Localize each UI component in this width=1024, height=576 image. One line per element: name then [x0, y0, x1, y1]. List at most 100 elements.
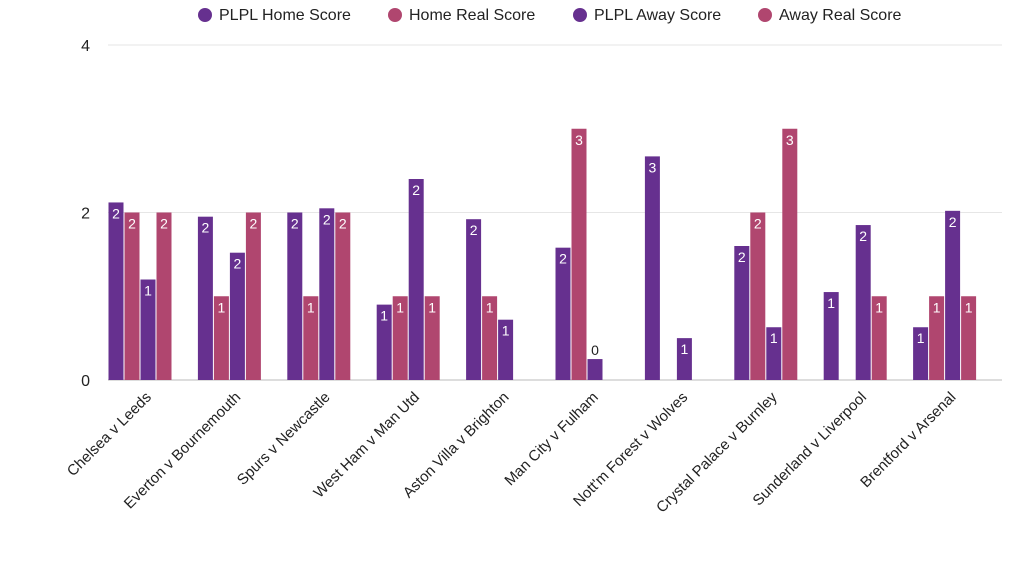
bar-value-label: 3	[575, 132, 583, 148]
bar-value-label: 1	[307, 299, 315, 315]
bar[interactable]	[587, 359, 603, 380]
legend-label: PLPL Home Score	[219, 7, 351, 24]
legend-item[interactable]: PLPL Home Score	[198, 7, 351, 24]
x-tick-label: Brentford v Arsenal	[857, 389, 959, 491]
bar-group: 1 2 1	[823, 225, 887, 380]
bar[interactable]	[108, 202, 124, 380]
bar-value-label: 1	[380, 308, 388, 324]
y-tick-label: 0	[81, 373, 90, 390]
bar[interactable]	[140, 279, 156, 381]
legend-item[interactable]: Away Real Score	[758, 7, 902, 24]
legend-label: Away Real Score	[779, 7, 902, 24]
bar[interactable]	[197, 216, 213, 380]
bar-value-label: 1	[827, 295, 835, 311]
bar-value-label: 1	[933, 299, 941, 315]
bar[interactable]	[303, 296, 319, 380]
bar-value-label: 1	[144, 283, 152, 299]
bar-value-label: 1	[965, 299, 973, 315]
legend-item[interactable]: PLPL Away Score	[573, 7, 721, 24]
bar-group: 2 1 2 2	[197, 212, 261, 381]
bar[interactable]	[555, 247, 571, 380]
bar-value-label: 3	[649, 159, 657, 175]
bar-value-label: 1	[428, 299, 436, 315]
bar[interactable]	[287, 212, 303, 381]
bar[interactable]	[408, 179, 424, 380]
bar[interactable]	[319, 208, 335, 380]
bar-value-label: 1	[396, 299, 404, 315]
bar[interactable]	[213, 296, 229, 380]
bar[interactable]	[644, 156, 660, 380]
bar-group: 31	[644, 156, 692, 380]
bar[interactable]	[929, 296, 945, 380]
bar-group: 2 2 1 3	[734, 128, 798, 381]
bar[interactable]	[766, 327, 782, 380]
bar-group: 2 3 0	[555, 128, 603, 380]
bar[interactable]	[871, 296, 887, 380]
y-tick-label: 4	[81, 38, 90, 55]
bar[interactable]	[945, 210, 961, 380]
bar-value-label: 2	[234, 256, 242, 272]
bar[interactable]	[466, 219, 482, 380]
bar-value-label: 2	[250, 216, 258, 232]
bar[interactable]	[335, 212, 351, 381]
legend: PLPL Home Score Home Real Score PLPL Away …	[198, 7, 902, 24]
bar-value-label: 1	[770, 330, 778, 346]
bar[interactable]	[424, 296, 440, 380]
legend-item[interactable]: Home Real Score	[388, 7, 535, 24]
bar-value-label: 1	[486, 299, 494, 315]
bar[interactable]	[734, 246, 750, 380]
y-axis: 0 2 4	[81, 38, 90, 390]
bar[interactable]	[245, 212, 261, 381]
bar[interactable]	[124, 212, 140, 381]
bar-value-label: 2	[559, 251, 567, 267]
x-tick-label: Spurs v Newcastle	[234, 389, 334, 489]
bar[interactable]	[782, 128, 798, 380]
bar-value-label: 2	[738, 249, 746, 265]
bar[interactable]	[823, 292, 839, 380]
bar-value-label: 2	[160, 216, 168, 232]
bar-value-label: 1	[218, 299, 226, 315]
legend-swatch	[388, 8, 402, 22]
bar-value-label: 2	[323, 211, 331, 227]
legend-label: PLPL Away Score	[594, 7, 721, 24]
x-tick-label: Man City v Fulham	[501, 389, 601, 489]
legend-swatch	[198, 8, 212, 22]
bar[interactable]	[482, 296, 498, 380]
bar-value-label: 2	[949, 214, 957, 230]
bar[interactable]	[855, 225, 871, 380]
bar[interactable]	[750, 212, 766, 381]
y-tick-label: 2	[81, 206, 90, 223]
bar[interactable]	[498, 319, 514, 380]
bar-value-label: 1	[875, 299, 883, 315]
bar[interactable]	[376, 304, 392, 380]
bar-value-label: 2	[112, 205, 120, 221]
legend-label: Home Real Score	[409, 7, 535, 24]
bar[interactable]	[571, 128, 587, 380]
legend-swatch	[758, 8, 772, 22]
bar-value-label: 2	[202, 220, 210, 236]
legend-swatch	[573, 8, 587, 22]
bar-value-label: 2	[339, 216, 347, 232]
bar-value-label: 2	[291, 216, 299, 232]
bar[interactable]	[913, 327, 929, 380]
x-tick-label: Chelsea v Leeds	[64, 389, 155, 480]
bar-value-label: 0	[591, 342, 599, 358]
bar[interactable]	[676, 338, 692, 380]
bar[interactable]	[961, 296, 977, 380]
bar[interactable]	[392, 296, 408, 380]
bar-value-label: 2	[470, 222, 478, 238]
bar[interactable]	[156, 212, 172, 381]
bar-group: 2 11	[466, 219, 514, 380]
bar[interactable]	[229, 252, 245, 380]
bar-value-label: 1	[502, 323, 510, 339]
bar-value-label: 3	[786, 132, 794, 148]
bar-value-label: 2	[412, 182, 420, 198]
bar-value-label: 2	[128, 216, 136, 232]
